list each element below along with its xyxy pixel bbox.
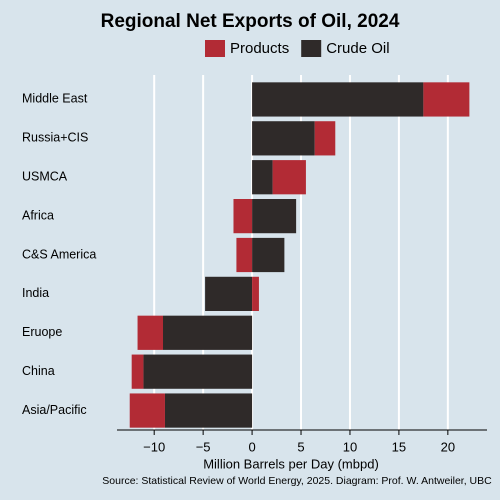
bar [314,121,336,156]
x-tick-label: 15 [392,439,406,454]
bar [423,82,470,117]
y-tick-label: China [22,364,55,378]
legend-label: Crude Oil [326,40,389,57]
source-note: Source: Statistical Review of World Ener… [102,475,492,487]
x-tick-label: −10 [143,439,165,454]
bar [252,199,297,234]
bar [164,393,253,428]
y-tick-label: Asia/Pacific [22,403,87,417]
chart-title: Regional Net Exports of Oil, 2024 [101,11,400,32]
bar [252,82,424,117]
bar [233,199,253,234]
bar [272,160,306,195]
y-tick-label: Russia+CIS [22,131,88,145]
bar [236,237,253,273]
x-tick-label: 20 [441,439,455,454]
bar [129,393,165,428]
bar [252,276,259,311]
legend-label: Products [230,40,289,57]
y-tick-label: India [22,286,49,300]
bar [143,354,253,389]
y-tick-label: Middle East [22,92,88,106]
bar [131,354,144,389]
y-tick-label: C&S America [22,247,96,261]
x-tick-label: 5 [297,439,304,454]
x-tick-label: −5 [196,439,211,454]
bar [252,121,315,156]
x-tick-label: 10 [343,439,357,454]
x-axis-label: Million Barrels per Day (mbpd) [203,456,379,471]
y-tick-label: USMCA [22,170,68,184]
y-tick-label: Eruope [22,325,62,339]
bar [252,160,273,195]
x-tick-label: 0 [248,439,255,454]
legend-swatch [205,40,225,57]
y-tick-label: Africa [22,208,54,222]
bar [137,315,164,350]
legend-swatch [301,40,322,57]
bar [205,276,253,311]
bar [163,315,253,350]
bar [252,237,285,273]
